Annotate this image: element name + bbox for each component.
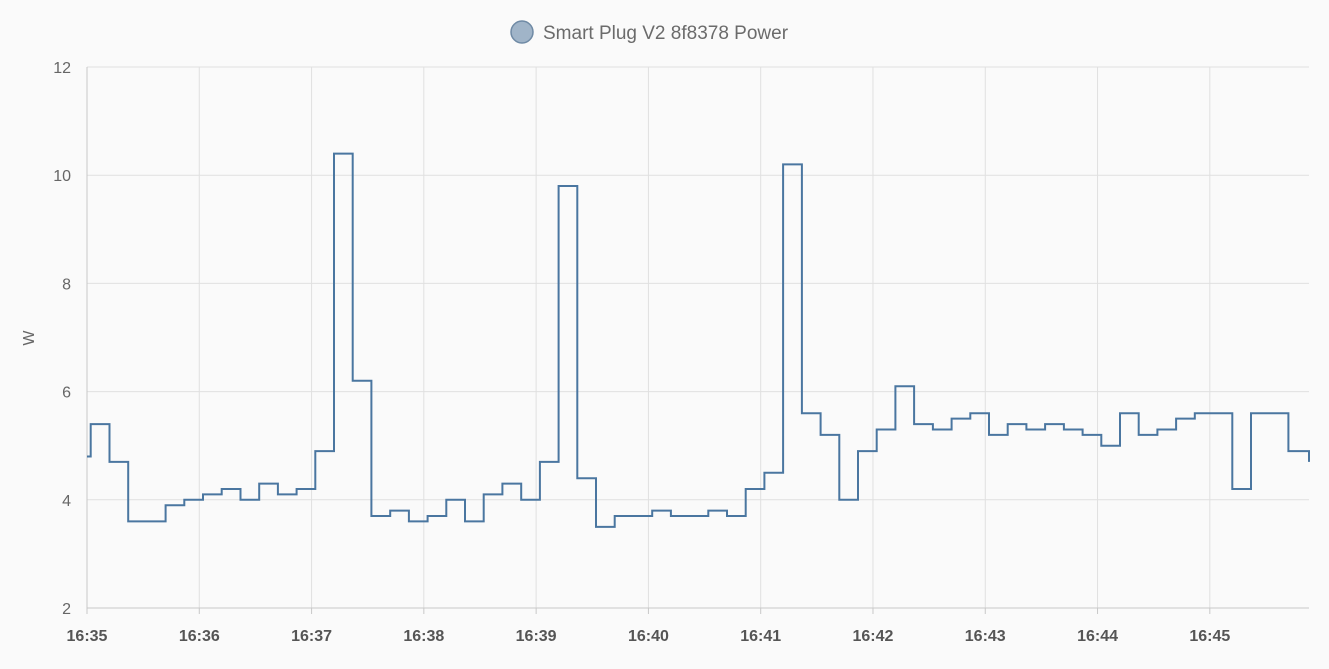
y-tick-label: 2 (62, 601, 71, 618)
y-tick-label: 6 (62, 385, 71, 402)
legend-label[interactable]: Smart Plug V2 8f8378 Power (543, 23, 789, 44)
x-tick-label: 16:41 (740, 628, 781, 645)
x-tick-label: 16:42 (853, 628, 894, 645)
x-tick-label: 16:45 (1189, 628, 1230, 645)
series-layer (87, 152, 1310, 528)
x-tick-label: 16:44 (1077, 628, 1118, 645)
x-tick-label: 16:36 (179, 628, 220, 645)
series-line[interactable] (87, 152, 1310, 528)
legend-swatch[interactable] (510, 20, 534, 44)
y-tick-label: 12 (53, 60, 71, 77)
x-tick-label: 16:37 (291, 628, 332, 645)
x-tick-label: 16:35 (67, 628, 108, 645)
axes: 2 4 6 8 10 12 16:35 16:36 16:37 16:38 16:39 16:40 16… (53, 60, 1309, 645)
x-tick-label: 16:39 (516, 628, 557, 645)
x-tick-label: 16:43 (965, 628, 1006, 645)
y-tick-label: 8 (62, 276, 71, 293)
y-tick-label: 4 (62, 493, 71, 510)
legend[interactable]: Smart Plug V2 8f8378 Power (510, 20, 789, 44)
x-tick-label: 16:40 (628, 628, 669, 645)
grid (86, 66, 1309, 609)
y-axis-label: W (21, 330, 38, 346)
x-tick-label: 16:38 (403, 628, 444, 645)
y-tick-label: 10 (53, 168, 71, 185)
